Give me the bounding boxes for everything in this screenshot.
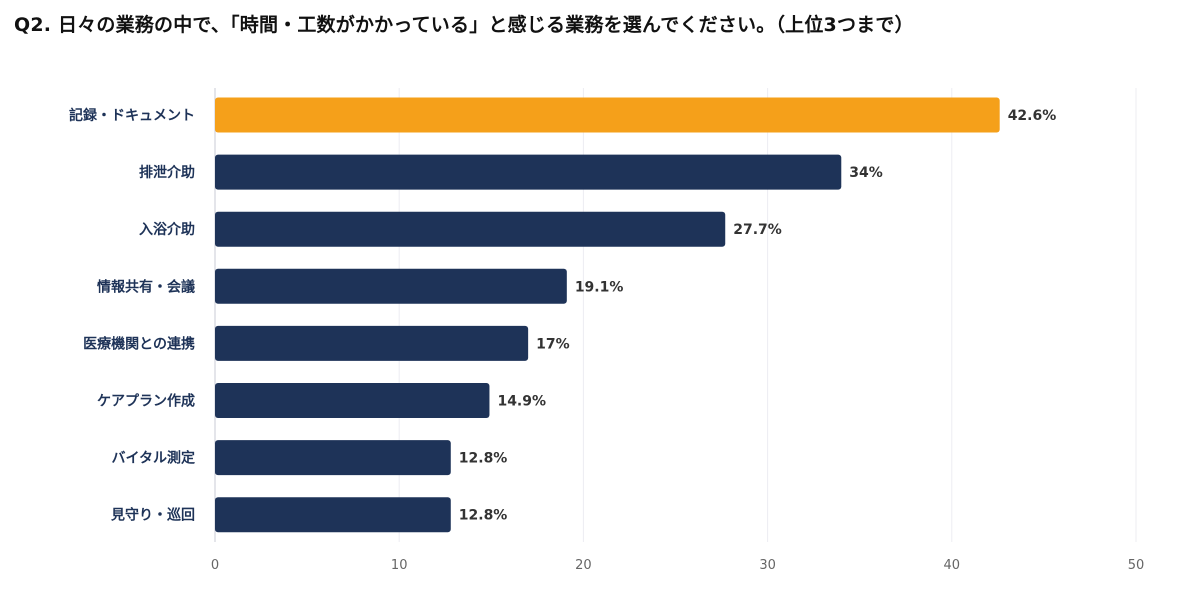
x-tick-label: 0 — [211, 558, 219, 573]
data-label: 42.6% — [1008, 108, 1057, 124]
category-label: 排泄介助 — [139, 164, 195, 181]
x-tick-label: 40 — [944, 558, 961, 573]
bar — [215, 383, 490, 418]
labels: 記録・ドキュメント 42.6% 排泄介助 34% 入浴介助 27.7% 情報共有・会議 19.… — [69, 107, 1056, 524]
x-tick-label: 50 — [1128, 558, 1145, 573]
data-label: 27.7% — [733, 222, 782, 238]
category-label: 記録・ドキュメント — [69, 107, 195, 124]
category-label: 情報共有・会議 — [97, 278, 195, 295]
bar — [215, 440, 451, 476]
category-label: 見守り・巡回 — [110, 507, 195, 524]
x-tick-label: 20 — [575, 558, 592, 573]
data-label: 12.8% — [459, 451, 508, 467]
bar — [215, 211, 726, 247]
data-label: 14.9% — [497, 394, 546, 410]
bar — [215, 268, 567, 304]
bar — [215, 97, 1000, 133]
category-label: 入浴介助 — [139, 221, 195, 238]
data-label: 19.1% — [575, 279, 624, 295]
bars — [215, 97, 1000, 533]
data-label: 34% — [849, 165, 883, 181]
x-axis: 0 10 20 30 40 50 — [211, 558, 1144, 573]
bar — [215, 497, 451, 533]
data-label: 12.8% — [459, 508, 508, 524]
category-label: バイタル測定 — [112, 450, 195, 467]
x-tick-label: 10 — [391, 558, 408, 573]
data-label: 17% — [536, 336, 570, 352]
bar — [215, 325, 529, 361]
chart-title: Q2. 日々の業務の中で、「時間・工数がかかっている」と感じる業務を選んでくださ… — [14, 14, 914, 36]
category-label: ケアプラン作成 — [97, 393, 195, 410]
x-tick-label: 30 — [759, 558, 776, 573]
bar — [215, 154, 842, 190]
category-label: 医療機関との連携 — [83, 335, 195, 352]
